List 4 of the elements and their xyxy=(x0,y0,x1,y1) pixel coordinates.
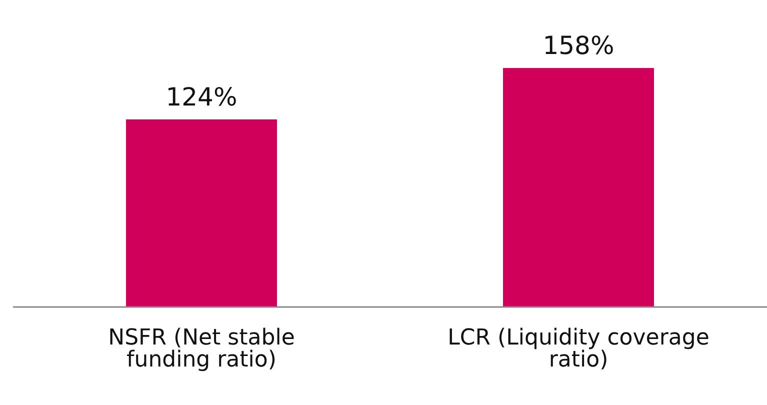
x-tick-label: LCR (Liquidity coverage ratio) xyxy=(448,326,710,373)
data-label: 158% xyxy=(542,31,614,60)
x-tick-label: NSFR (Net stable funding ratio) xyxy=(108,326,295,373)
data-label: 124% xyxy=(166,82,238,112)
